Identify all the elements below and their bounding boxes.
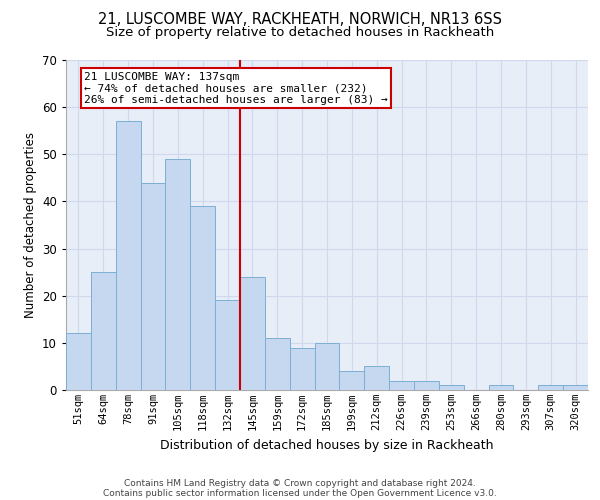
Bar <box>340 371 364 390</box>
Bar <box>389 380 414 390</box>
Bar <box>439 386 464 390</box>
Bar <box>215 300 240 390</box>
Text: Size of property relative to detached houses in Rackheath: Size of property relative to detached ho… <box>106 26 494 39</box>
Bar <box>240 277 265 390</box>
Bar <box>538 386 563 390</box>
Bar <box>140 182 166 390</box>
Text: Contains HM Land Registry data © Crown copyright and database right 2024.: Contains HM Land Registry data © Crown c… <box>124 478 476 488</box>
Y-axis label: Number of detached properties: Number of detached properties <box>23 132 37 318</box>
Bar <box>290 348 314 390</box>
Bar <box>166 159 190 390</box>
Bar <box>116 122 140 390</box>
Bar <box>190 206 215 390</box>
Bar <box>91 272 116 390</box>
X-axis label: Distribution of detached houses by size in Rackheath: Distribution of detached houses by size … <box>160 438 494 452</box>
Text: Contains public sector information licensed under the Open Government Licence v3: Contains public sector information licen… <box>103 488 497 498</box>
Bar <box>488 386 514 390</box>
Bar <box>314 343 340 390</box>
Bar <box>265 338 290 390</box>
Text: 21 LUSCOMBE WAY: 137sqm
← 74% of detached houses are smaller (232)
26% of semi-d: 21 LUSCOMBE WAY: 137sqm ← 74% of detache… <box>84 72 388 105</box>
Text: 21, LUSCOMBE WAY, RACKHEATH, NORWICH, NR13 6SS: 21, LUSCOMBE WAY, RACKHEATH, NORWICH, NR… <box>98 12 502 28</box>
Bar <box>563 386 588 390</box>
Bar <box>66 334 91 390</box>
Bar <box>364 366 389 390</box>
Bar <box>414 380 439 390</box>
